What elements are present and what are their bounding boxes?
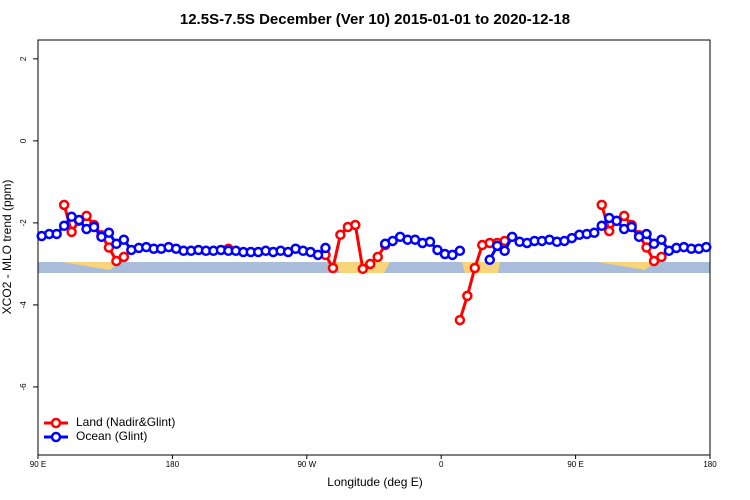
legend-marker <box>50 417 62 429</box>
x-tick-label: 90 E <box>567 460 583 469</box>
x-tick-label: 180 <box>166 460 180 469</box>
data-point <box>596 199 607 211</box>
data-point <box>58 220 70 232</box>
data-point <box>656 234 667 245</box>
legend-label: Ocean (Glint) <box>76 429 147 443</box>
data-point <box>73 214 85 226</box>
x-tick-label: 90 W <box>297 460 316 469</box>
data-point <box>462 290 473 302</box>
x-tick-label: 90 E <box>30 460 46 469</box>
data-point <box>118 234 130 245</box>
x-tick-label: 0 <box>439 460 444 469</box>
data-point <box>424 236 436 248</box>
data-point <box>320 242 331 254</box>
data-point <box>641 228 652 240</box>
data-point <box>701 241 712 253</box>
data-point <box>118 251 130 263</box>
data-point <box>603 225 615 237</box>
land-strip <box>462 262 500 273</box>
data-point <box>58 199 70 211</box>
land-strip <box>598 262 655 270</box>
series-line <box>458 239 506 321</box>
data-point <box>312 249 324 261</box>
series <box>36 211 712 266</box>
chart-title: 12.5S-7.5S December (Ver 10) 2015-01-01 … <box>180 11 570 28</box>
data-point <box>432 244 443 256</box>
y-axis-label: XCO2 - MLO trend (ppm) <box>0 180 14 315</box>
data-point <box>611 215 622 227</box>
data-point <box>454 245 466 257</box>
data-point <box>506 231 518 243</box>
data-point <box>387 235 398 247</box>
data-point <box>335 229 346 241</box>
data-point <box>596 220 607 232</box>
y-tick-label: -6 <box>19 383 28 391</box>
legend-label: Land (Nadir&Glint) <box>76 415 175 429</box>
data-point <box>81 210 92 222</box>
legend-marker <box>50 431 62 443</box>
land-strip <box>62 262 120 270</box>
data-point <box>447 249 458 261</box>
data-point <box>469 262 481 274</box>
data-point <box>648 238 660 250</box>
data-point <box>372 251 383 263</box>
data-point <box>626 221 637 233</box>
data-point <box>648 255 660 267</box>
data-point <box>327 262 339 274</box>
data-point <box>350 219 361 231</box>
data-point <box>111 238 122 250</box>
data-point <box>357 263 369 275</box>
x-tick-label: 180 <box>703 460 717 469</box>
y-tick-label: 2 <box>19 56 28 61</box>
data-point <box>618 210 630 222</box>
data-point <box>656 251 667 263</box>
data-point <box>51 228 62 240</box>
data-point <box>365 258 376 270</box>
data-point <box>103 227 115 238</box>
data-point <box>484 254 495 266</box>
y-tick-label: -4 <box>19 301 28 309</box>
y-tick-label: 0 <box>19 138 28 143</box>
x-axis-label: Longitude (deg E) <box>327 475 422 489</box>
data-point <box>96 231 107 243</box>
data-point <box>111 255 122 267</box>
data-point <box>88 221 100 233</box>
data-point <box>454 314 466 326</box>
data-point <box>499 245 510 257</box>
y-tick-label: -2 <box>19 219 28 227</box>
data-point <box>66 226 77 238</box>
data-point <box>491 240 503 252</box>
data-point <box>589 227 600 238</box>
